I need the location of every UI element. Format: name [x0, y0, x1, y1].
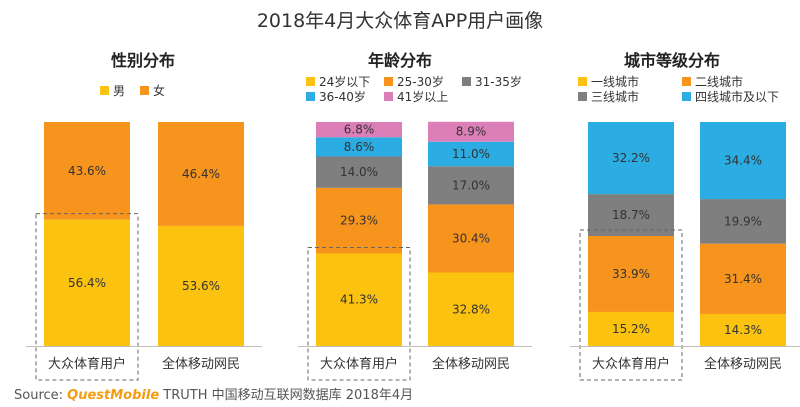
category-label-0-0: 大众体育用户	[48, 356, 126, 372]
data-label-1-0-4: 6.8%	[344, 123, 375, 137]
data-label-0-0-0: 56.4%	[68, 276, 106, 290]
bar-segment-1-1-3	[428, 141, 514, 167]
data-label-0-0-1: 43.6%	[68, 164, 106, 178]
chart-main-title: 2018年4月大众体育APP用户画像	[256, 10, 544, 32]
legend-label-0-0: 男	[113, 84, 125, 98]
category-label-0-1: 全体移动网民	[162, 356, 240, 372]
legend-swatch-2-0	[578, 77, 587, 86]
bar-segment-0-0-1	[44, 122, 130, 220]
bar-segment-2-0-2	[588, 194, 674, 237]
legend-label-1-2: 31-35岁	[475, 74, 522, 89]
data-label-0-1-1: 46.4%	[182, 167, 220, 181]
legend-swatch-2-3	[682, 92, 691, 101]
source-note: Source: QuestMobile TRUTH 中国移动互联网数据库 201…	[14, 384, 413, 403]
data-label-1-0-0: 41.3%	[340, 293, 378, 307]
bar-segment-0-0-0	[44, 219, 130, 346]
bar-segment-2-1-2	[700, 199, 786, 244]
data-label-2-0-1: 33.9%	[612, 267, 650, 281]
bar-segment-2-0-3	[588, 122, 674, 195]
bar-segment-2-1-3	[700, 122, 786, 200]
bar-segment-1-0-1	[316, 187, 402, 254]
bar-segment-1-1-1	[428, 204, 514, 273]
legend-label-2-1: 二线城市	[695, 74, 743, 89]
bar-segment-1-1-4	[428, 121, 514, 142]
bar-segment-1-0-4	[316, 122, 402, 138]
legend-swatch-2-1	[682, 77, 691, 86]
data-label-1-1-2: 17.0%	[452, 178, 490, 192]
data-label-2-0-3: 32.2%	[612, 151, 650, 165]
data-label-1-1-0: 32.8%	[452, 302, 490, 316]
legend-swatch-1-2	[462, 77, 471, 86]
bar-segment-0-1-1	[158, 122, 244, 226]
legend-swatch-0-0	[100, 86, 109, 95]
data-label-0-1-0: 53.6%	[182, 279, 220, 293]
category-label-1-0: 大众体育用户	[320, 356, 398, 372]
legend-swatch-2-2	[578, 92, 587, 101]
panel-title-1: 年龄分布	[368, 51, 432, 70]
data-label-1-1-4: 8.9%	[456, 125, 487, 139]
data-label-1-1-1: 30.4%	[452, 231, 490, 245]
data-label-2-1-0: 14.3%	[724, 323, 762, 337]
data-label-1-1-3: 11.0%	[452, 147, 490, 161]
data-label-2-1-1: 31.4%	[724, 272, 762, 286]
data-label-2-0-2: 18.7%	[612, 208, 650, 222]
bar-segment-2-0-0	[588, 311, 674, 346]
source-brand: QuestMobile	[67, 388, 160, 403]
bar-segment-1-1-0	[428, 272, 514, 346]
data-label-1-0-3: 8.6%	[344, 140, 375, 154]
legend-swatch-0-1	[140, 86, 149, 95]
legend-swatch-1-1	[384, 77, 393, 86]
source-text: TRUTH 中国移动互联网数据库 2018年4月	[163, 388, 414, 403]
legend-swatch-1-4	[384, 92, 393, 101]
panel-title-2: 城市等级分布	[624, 51, 720, 70]
highlight-box-1	[307, 246, 411, 381]
highlight-box-0	[35, 213, 139, 381]
bar-segment-1-1-2	[428, 166, 514, 205]
data-label-2-1-3: 34.4%	[724, 154, 762, 168]
bar-segment-1-0-2	[316, 156, 402, 188]
legend-swatch-1-0	[306, 77, 315, 86]
category-label-2-0: 大众体育用户	[592, 356, 670, 372]
data-label-1-0-1: 29.3%	[340, 214, 378, 228]
legend-label-1-3: 36-40岁	[319, 89, 366, 104]
data-label-2-0-0: 15.2%	[612, 322, 650, 336]
highlight-box-2	[579, 229, 683, 381]
category-label-1-1: 全体移动网民	[432, 356, 510, 372]
data-label-2-1-2: 19.9%	[724, 214, 762, 228]
source-prefix: Source:	[14, 388, 64, 403]
bar-segment-1-0-3	[316, 137, 402, 157]
bar-segment-1-0-0	[316, 253, 402, 346]
legend-label-2-2: 三线城市	[591, 89, 639, 104]
bar-segment-2-1-1	[700, 243, 786, 314]
legend-label-1-4: 41岁以上	[397, 89, 448, 104]
legend-swatch-1-3	[306, 92, 315, 101]
bar-segment-2-1-0	[700, 313, 786, 346]
data-label-1-0-2: 14.0%	[340, 165, 378, 179]
bar-segment-2-0-1	[588, 236, 674, 312]
legend-label-1-1: 25-30岁	[397, 74, 444, 89]
bar-segment-0-1-0	[158, 225, 244, 346]
legend-label-0-1: 女	[153, 83, 165, 98]
legend-label-2-3: 四线城市及以下	[695, 89, 779, 104]
category-label-2-1: 全体移动网民	[704, 356, 782, 372]
legend-label-1-0: 24岁以下	[319, 74, 370, 89]
legend-label-2-0: 一线城市	[591, 74, 639, 89]
panel-title-0: 性别分布	[111, 51, 175, 70]
